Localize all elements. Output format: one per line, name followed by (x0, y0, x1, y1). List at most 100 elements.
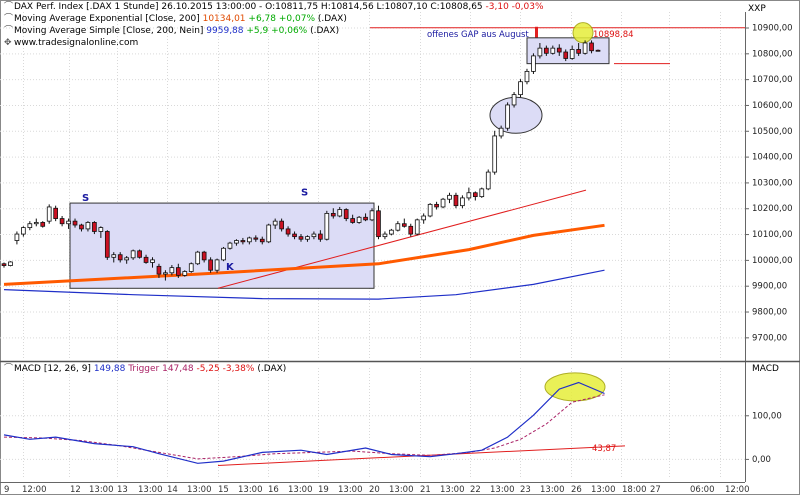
candle-body (163, 272, 168, 275)
candle-body (356, 216, 362, 223)
candle-body (240, 240, 246, 243)
candle-body (305, 236, 310, 240)
candle-body (311, 233, 317, 238)
trigger-line (3, 394, 605, 460)
macd-trend-label: 43,87 (592, 444, 616, 454)
macd-header: ⌒MACD [12, 26, 9] 149,88 Trigger 147,48 … (4, 364, 287, 374)
candle-body (595, 49, 601, 52)
candle-body (130, 250, 136, 259)
candle-body (156, 265, 162, 275)
candle-body (531, 55, 536, 72)
candle-body (214, 259, 220, 271)
candle-body (201, 251, 207, 261)
time-tick-label: 13:00 (89, 485, 114, 495)
time-tick-label: 13:00 (591, 485, 616, 495)
candle-body (434, 203, 439, 208)
pointer-icon: ✥ (4, 38, 12, 48)
candle-body (330, 213, 336, 217)
candle-body (440, 198, 446, 208)
time-tick-label: 27 (650, 485, 661, 495)
candle-body (569, 49, 575, 59)
candle-body (492, 135, 498, 173)
candle-body (85, 222, 91, 230)
price-tick-label: 10900,00 (752, 23, 793, 33)
price-trendline (217, 189, 587, 289)
price-panel-title: XXP (748, 4, 766, 14)
candle-body (376, 210, 381, 238)
time-tick-label: 13:00 (440, 485, 465, 495)
price-tick-label: 10500,00 (752, 127, 793, 137)
candle-body (550, 47, 556, 54)
candle-body (324, 213, 330, 240)
candle-body (266, 224, 272, 243)
candle-body (104, 231, 110, 258)
candle-body (485, 171, 491, 190)
gap-marker (535, 26, 538, 39)
candle-body (563, 51, 569, 59)
candle-body (582, 42, 588, 54)
time-tick-label: 16 (268, 485, 279, 495)
k-label: K (226, 262, 235, 273)
candle-body (208, 259, 213, 271)
candle-body (556, 47, 562, 53)
s-label-2: S (301, 187, 308, 198)
time-tick-label: 13 (117, 485, 128, 495)
time-tick-label: 9 (4, 485, 9, 495)
time-tick-label: 20 (369, 485, 380, 495)
candle-body (150, 259, 155, 263)
candle-body (298, 236, 304, 240)
candle-body (447, 194, 452, 200)
candle-body (395, 223, 401, 231)
candle-body (318, 233, 323, 240)
candle-body (279, 220, 284, 230)
candle-body (524, 70, 530, 83)
price-tick-label: 10300,00 (752, 178, 793, 188)
candle-body (124, 257, 130, 261)
candle-body (466, 192, 472, 199)
time-tick-label: 23 (520, 485, 531, 495)
candle-body (511, 94, 517, 106)
macd-tick-label: 0,00 (752, 455, 771, 465)
price-tick-label: 10600,00 (752, 101, 793, 111)
time-tick-label: 12 (70, 485, 81, 495)
candle-body (195, 251, 201, 265)
macd-line (3, 381, 605, 464)
candle-body (221, 247, 226, 261)
time-tick-label: 14 (167, 485, 178, 495)
price-tick-label: 10100,00 (752, 230, 793, 240)
candle-body (460, 197, 465, 207)
macd-highlight (544, 372, 606, 402)
candle-body (40, 222, 46, 227)
candle-body (66, 220, 71, 225)
header-source[interactable]: ✥ www.tradesignalonline.com (4, 38, 139, 48)
time-tick-label: 12:00 (22, 485, 47, 495)
candle-body (453, 194, 459, 207)
candle-body (169, 267, 175, 274)
candle-body (247, 237, 252, 243)
sma-line (3, 269, 605, 300)
candle-body (414, 219, 420, 235)
candle-body (79, 224, 84, 230)
time-tick-label: 13:00 (288, 485, 313, 495)
candle-body (272, 220, 278, 226)
candle-body (72, 220, 78, 226)
s-label-1: S (82, 193, 89, 204)
candle-body (137, 250, 142, 258)
gap-label: offenes GAP aus August (427, 30, 529, 40)
line-icon: ⌒ (4, 14, 14, 24)
candle-body (479, 188, 485, 198)
candle-body (234, 240, 239, 244)
candle-body (143, 256, 149, 263)
candle-body (46, 206, 52, 222)
candle-body (14, 233, 20, 241)
time-tick-label: 26 (571, 485, 582, 495)
candle-body (188, 263, 194, 272)
time-tick-label: 13:00 (187, 485, 212, 495)
time-tick-label: 21 (420, 485, 431, 495)
candle-body (285, 228, 291, 235)
candle-body (253, 237, 259, 240)
candle-body (227, 242, 233, 249)
candle-body (182, 271, 188, 276)
price-tick-label: 10400,00 (752, 153, 793, 163)
